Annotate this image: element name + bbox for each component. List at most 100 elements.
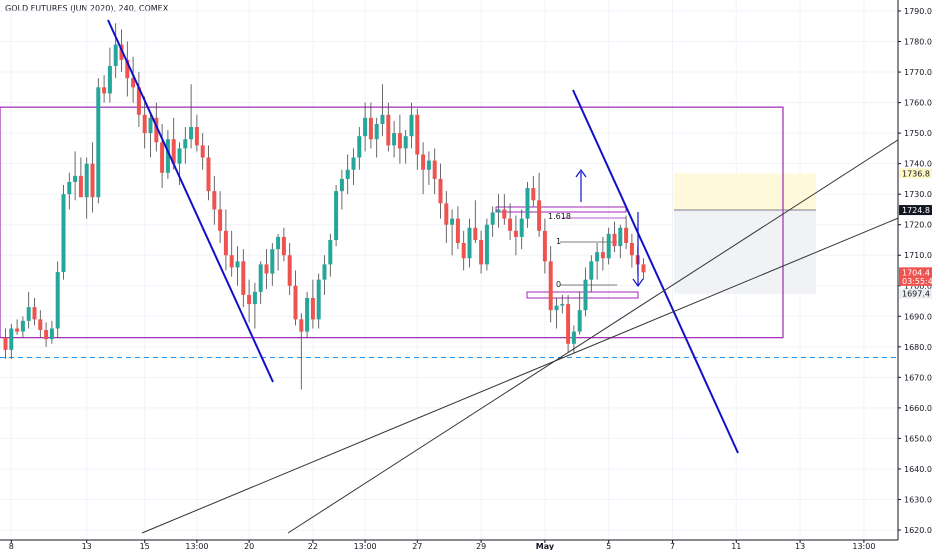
candle-body bbox=[374, 123, 379, 140]
price-badge bbox=[899, 275, 932, 286]
candle-body bbox=[44, 330, 49, 340]
candle-body bbox=[247, 294, 252, 305]
time-tick-label: May bbox=[536, 542, 555, 550]
candle-body bbox=[537, 200, 542, 231]
price-tick-label: 1680.0 bbox=[904, 343, 932, 352]
candle-body bbox=[461, 243, 466, 259]
price-badge bbox=[899, 205, 932, 216]
candle-body bbox=[624, 227, 629, 244]
level-zero-label: 0 bbox=[556, 280, 561, 289]
candle-body bbox=[177, 148, 182, 164]
candle-body bbox=[363, 117, 368, 137]
candle-body bbox=[641, 264, 646, 273]
time-tick-label: 22 bbox=[308, 542, 318, 550]
candle-body bbox=[392, 133, 397, 146]
candle-body bbox=[26, 307, 31, 321]
trendline-blue-left bbox=[107, 19, 274, 383]
price-tick-label: 1760.0 bbox=[904, 99, 932, 108]
candle-body bbox=[183, 139, 188, 149]
candle-body bbox=[426, 160, 431, 170]
candle-body bbox=[20, 320, 25, 332]
candle-body bbox=[554, 305, 559, 311]
candle-body bbox=[310, 297, 315, 320]
candle-body bbox=[194, 127, 199, 146]
candle-body bbox=[258, 264, 263, 292]
candle-body bbox=[73, 175, 78, 182]
candle-body bbox=[107, 65, 112, 94]
time-tick-label: 13:00 bbox=[852, 542, 875, 550]
price-badge bbox=[899, 168, 932, 179]
candle-body bbox=[496, 209, 501, 213]
candle-body bbox=[218, 209, 223, 231]
level-one-label: 1 bbox=[556, 237, 561, 246]
candle-body bbox=[600, 252, 605, 259]
price-badge bbox=[899, 267, 932, 278]
candle-body bbox=[276, 236, 281, 250]
candle-body bbox=[432, 160, 437, 179]
price-tick-label: 1650.0 bbox=[904, 434, 932, 443]
candle-body bbox=[78, 175, 83, 198]
candle-body bbox=[90, 163, 95, 198]
candle-body bbox=[357, 136, 362, 158]
candle-body bbox=[479, 239, 484, 265]
candle-body bbox=[455, 218, 460, 244]
fib-box-upper bbox=[495, 206, 627, 213]
price-tick-label: 1620.0 bbox=[904, 526, 932, 535]
candle-body bbox=[15, 328, 20, 332]
candle-body bbox=[96, 87, 101, 198]
candle-body bbox=[403, 136, 408, 149]
candle-body bbox=[212, 191, 217, 210]
candle-body bbox=[142, 114, 147, 134]
candle-body bbox=[223, 230, 228, 256]
time-tick-label: 13:00 bbox=[185, 542, 208, 550]
price-badge-label: 1736.8 bbox=[902, 169, 930, 178]
candle-body bbox=[9, 328, 14, 350]
candle-body bbox=[102, 87, 107, 94]
trendline-black-lower bbox=[141, 203, 932, 534]
candle-body bbox=[119, 44, 124, 60]
price-badge-label: 1697.4 bbox=[902, 290, 930, 299]
candle-body bbox=[235, 261, 240, 268]
price-tick-label: 1720.0 bbox=[904, 221, 932, 230]
candle-body bbox=[397, 133, 402, 149]
candle-body bbox=[386, 114, 391, 146]
candle-body bbox=[473, 227, 478, 240]
candle-body bbox=[328, 239, 333, 265]
price-tick-label: 1770.0 bbox=[904, 68, 932, 77]
range-box bbox=[0, 106, 784, 339]
fib-box-lower bbox=[526, 291, 639, 299]
candle-body bbox=[618, 227, 623, 247]
candle-body bbox=[519, 218, 524, 237]
candle-body bbox=[490, 212, 495, 225]
candle-body bbox=[154, 117, 159, 143]
candle-body bbox=[171, 139, 176, 164]
candle-body bbox=[508, 218, 513, 231]
candle-body bbox=[415, 114, 420, 155]
candle-body bbox=[165, 139, 170, 173]
candle-body bbox=[160, 142, 165, 173]
price-badge-label: 1724.8 bbox=[902, 206, 930, 215]
candle-body bbox=[287, 255, 292, 286]
candle-body bbox=[32, 307, 37, 320]
candle-body bbox=[409, 114, 414, 137]
price-tick-label: 1700.0 bbox=[904, 282, 932, 291]
candle-body bbox=[206, 157, 211, 192]
candle-body bbox=[484, 224, 489, 265]
candle-body bbox=[542, 230, 547, 262]
time-tick-label: 15 bbox=[140, 542, 150, 550]
time-tick-label: 20 bbox=[244, 542, 254, 550]
time-tick-label: 29 bbox=[476, 542, 486, 550]
price-tick-label: 1790.0 bbox=[904, 7, 932, 16]
time-tick-label: 13:00 bbox=[354, 542, 377, 550]
candle-body bbox=[200, 145, 205, 158]
candle-body bbox=[252, 291, 257, 305]
candle-body bbox=[438, 178, 443, 204]
candle-body bbox=[467, 227, 472, 259]
time-tick-label: 13 bbox=[82, 542, 92, 550]
price-tick-label: 1730.0 bbox=[904, 190, 932, 199]
price-tick-label: 1750.0 bbox=[904, 129, 932, 138]
price-tick-label: 1690.0 bbox=[904, 312, 932, 321]
fib-label: 1.618 bbox=[548, 212, 571, 221]
candle-body bbox=[368, 117, 373, 140]
